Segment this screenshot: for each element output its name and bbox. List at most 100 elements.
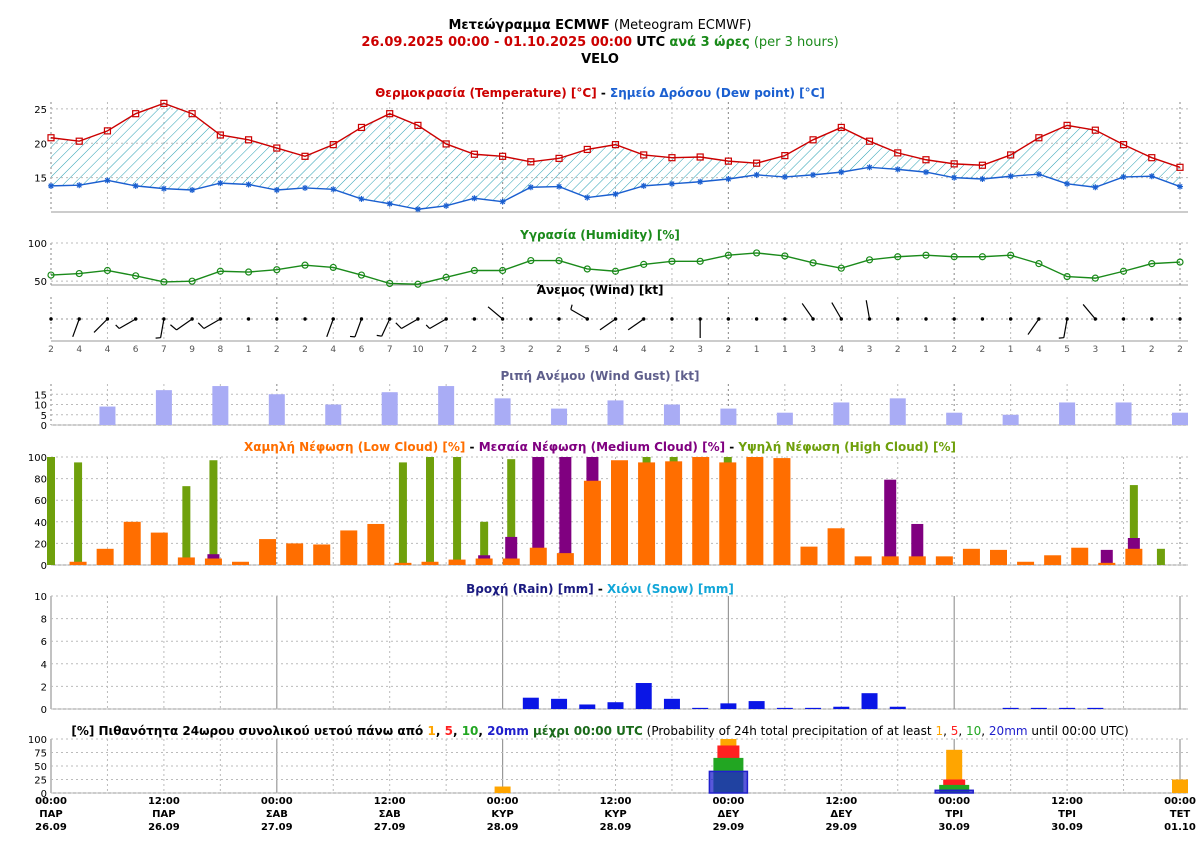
timezone: UTC [636, 35, 666, 50]
low-cloud-bar [367, 523, 385, 565]
x-tick-time: 12:00 [374, 796, 406, 807]
wind-barb [831, 302, 843, 321]
low-cloud-bar [69, 561, 87, 565]
wind-speed-label: 2 [528, 345, 534, 355]
title-english: (Meteogram ECMWF) [613, 18, 752, 33]
gust-bar [268, 394, 285, 425]
wind-barb [754, 317, 759, 321]
data-point [244, 136, 253, 144]
data-point [583, 265, 591, 273]
title-segment: Θερμοκρασία (Temperature) [°C] [375, 86, 597, 100]
low-cloud-bar [611, 460, 628, 565]
high-cloud-bar [426, 457, 434, 565]
data-point [132, 272, 140, 280]
gust-bar [946, 412, 963, 425]
data-point [47, 134, 55, 142]
wind-speed-label: 1 [1008, 345, 1014, 355]
rain-bar [522, 697, 539, 709]
wind-speed-label: 2 [895, 345, 901, 355]
data-point [809, 136, 817, 144]
rain-bar [805, 707, 822, 709]
y-tick-label: 25 [34, 776, 47, 787]
wind-barb [155, 317, 166, 339]
gust-bar [494, 398, 511, 425]
data-point [470, 266, 478, 275]
wind-barb [1027, 317, 1041, 335]
wind-speed-label: 3 [810, 345, 816, 355]
low-cloud-bar [908, 556, 926, 565]
data-point [76, 182, 83, 189]
y-tick-label: 6 [41, 637, 47, 648]
wind-barb [924, 317, 928, 321]
wind-speed-label: 5 [1064, 345, 1070, 355]
y-tick-label: 4 [41, 660, 47, 671]
wind-speed-label: 4 [330, 345, 336, 355]
wind-barb [980, 317, 985, 321]
wind-barb [170, 317, 194, 331]
x-tick-date: 29.09 [713, 822, 745, 833]
low-cloud-bar [556, 553, 574, 565]
series-line-humidity [50, 252, 1181, 285]
wind-speed-label: 2 [302, 345, 308, 355]
wind-barb [1121, 317, 1126, 321]
data-point [640, 260, 648, 268]
high-cloud-bar [1129, 485, 1138, 565]
wind-barb [557, 317, 561, 321]
data-point [978, 161, 987, 169]
data-point [273, 144, 281, 152]
data-point [273, 266, 281, 274]
rain-bar [1030, 707, 1047, 709]
data-point [894, 149, 902, 157]
gust-bar [833, 402, 850, 425]
title-greek: Μετεώγραμμα ECMWF [448, 18, 610, 33]
gust-bar [1002, 414, 1019, 425]
data-point [894, 253, 902, 261]
x-tick-time: 12:00 [1051, 796, 1083, 807]
data-point [301, 152, 309, 160]
rain-bar [861, 693, 878, 709]
data-point [414, 280, 422, 288]
data-point [555, 154, 563, 162]
data-point [442, 140, 450, 148]
data-point [1007, 151, 1015, 159]
data-point [75, 137, 83, 145]
x-tick-day: ΔΕΥ [717, 809, 740, 820]
data-point [527, 184, 534, 191]
wind-speed-label: 3 [867, 345, 873, 355]
wind-barb [1058, 317, 1069, 339]
wind-barb [599, 317, 618, 331]
data-point [1064, 180, 1071, 187]
low-cloud-bar [1125, 548, 1143, 565]
wind-speed-label: 1 [923, 345, 929, 355]
low-cloud-bar [638, 462, 656, 565]
gust-bar [381, 392, 398, 425]
data-point [696, 153, 704, 161]
title-segment: 5 [445, 724, 453, 738]
data-point [1148, 260, 1156, 268]
probability-panel-title: [%] Πιθανότητα 24ωρου συνολικού υετού πά… [71, 724, 1128, 738]
wind-speed-label: 10 [412, 345, 424, 355]
data-point [781, 252, 789, 260]
wind-barb [197, 317, 223, 330]
rain-bar [833, 706, 850, 709]
data-point [725, 176, 732, 182]
low-cloud-bar [340, 530, 358, 565]
wind-speed-label: 7 [387, 345, 393, 355]
title-segment: 1 [427, 724, 435, 738]
precip-panel-title: Βροχή (Rain) [mm] - Χιόνι (Snow) [mm] [466, 582, 734, 596]
low-cloud-bar [286, 543, 304, 565]
data-point [471, 195, 478, 202]
wind-barb [670, 317, 674, 321]
data-point [1091, 126, 1099, 134]
series-line-temperature [50, 102, 1181, 168]
data-point [724, 251, 733, 259]
wind-barb [1082, 304, 1098, 321]
data-point [302, 184, 309, 191]
data-point [273, 187, 280, 193]
gust-bar [155, 390, 172, 425]
data-point [48, 182, 54, 189]
data-point [414, 206, 421, 213]
data-point [104, 177, 111, 184]
date-range-line: 26.09.2025 00:00 - 01.10.2025 00:00 UTC … [0, 35, 1200, 51]
rain-bar [1087, 707, 1104, 709]
